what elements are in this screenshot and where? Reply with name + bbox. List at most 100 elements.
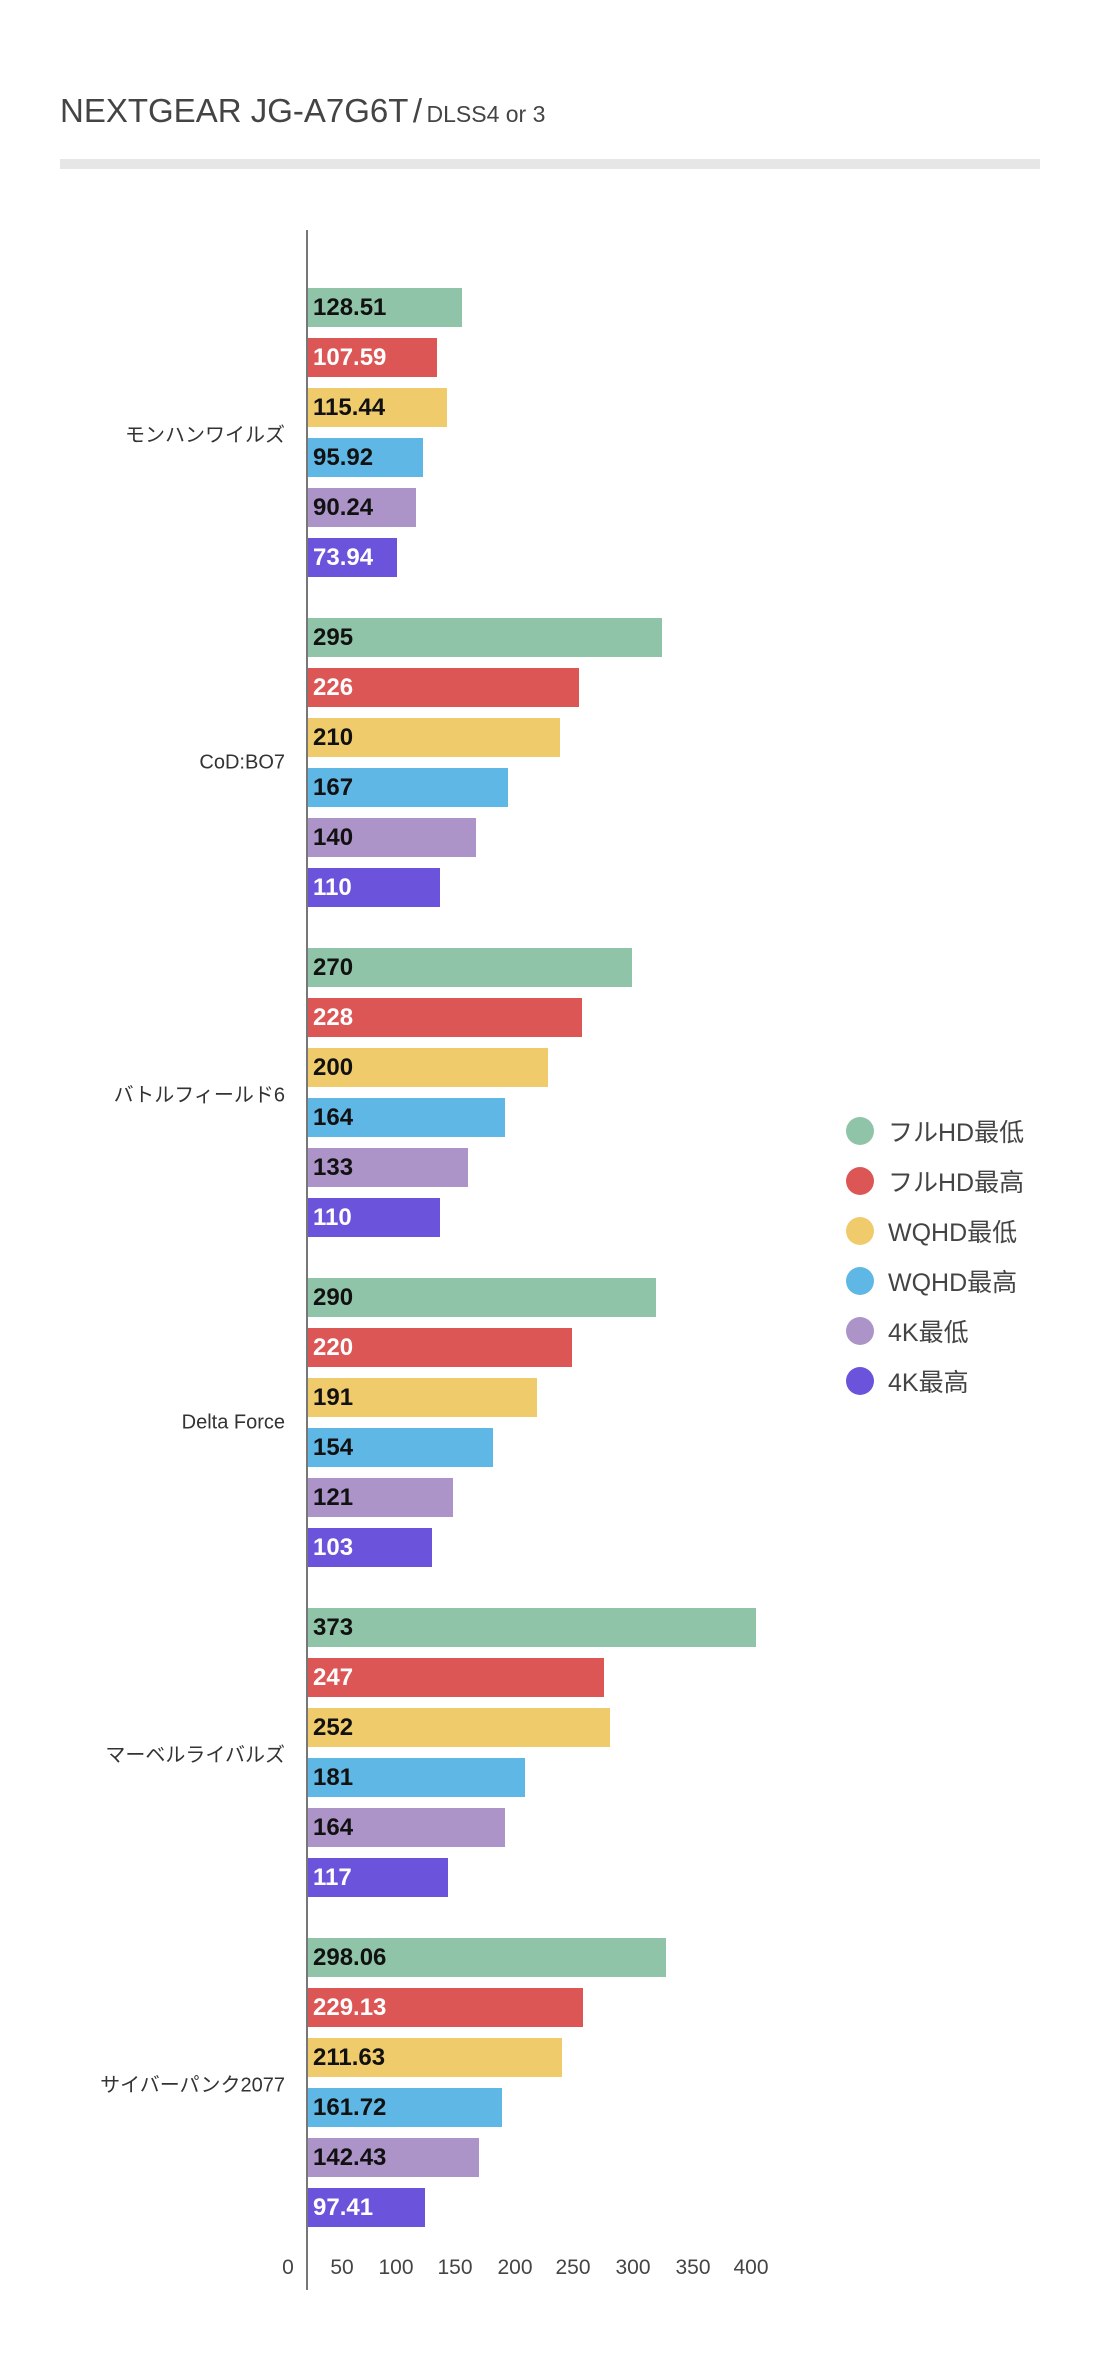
x-tick-label: 100	[378, 2256, 414, 2279]
bar: 97.41	[308, 2188, 425, 2227]
bar: 191	[308, 1378, 538, 1417]
legend-label: 4K最高	[888, 1369, 969, 1397]
bar: 181	[308, 1758, 526, 1797]
data-label: 164	[313, 1103, 354, 1131]
bar: 140	[308, 818, 476, 857]
data-label: 298.06	[313, 1943, 387, 1971]
bar: 164	[308, 1098, 505, 1137]
bar: 128.51	[308, 288, 463, 327]
data-label: 121	[313, 1483, 354, 1511]
data-label: 97.41	[313, 2193, 374, 2221]
category-label: モンハンワイルズ	[125, 424, 285, 446]
legend-marker-icon	[846, 1117, 874, 1145]
x-tick-label: 350	[675, 2256, 711, 2279]
x-tick-label: 200	[497, 2256, 533, 2279]
legend-label: フルHD最高	[888, 1169, 1025, 1197]
data-label: 229.13	[313, 1993, 387, 2021]
data-label: 211.63	[313, 2043, 386, 2071]
data-label: 220	[313, 1333, 354, 1361]
x-tick-label: 150	[437, 2256, 473, 2279]
data-label: 167	[313, 773, 354, 801]
data-label: 115.44	[313, 393, 386, 421]
category-label: Delta Force	[181, 1411, 285, 1433]
x-tick-label: 250	[555, 2256, 591, 2279]
category-label: マーベルライバルズ	[105, 1744, 285, 1766]
data-label: 295	[313, 623, 354, 651]
legend-marker-icon	[846, 1267, 874, 1295]
bar: 73.94	[308, 538, 397, 577]
legend-item: 4K最高	[846, 1366, 969, 1397]
data-label: 228	[313, 1003, 354, 1031]
bar: 121	[308, 1478, 454, 1517]
data-label: 210	[313, 723, 354, 751]
category-label: CoD:BO7	[199, 751, 285, 773]
bar: 210	[308, 718, 560, 757]
legend-item: WQHD最低	[846, 1216, 1018, 1247]
legend-item: 4K最低	[846, 1316, 969, 1347]
title-divider	[60, 159, 1040, 169]
data-label: 252	[313, 1713, 354, 1741]
bar: 270	[308, 948, 632, 987]
legend-item: WQHD最高	[846, 1266, 1017, 1297]
bar: 110	[308, 1198, 440, 1237]
bar: 229.13	[308, 1988, 583, 2027]
data-label: 90.24	[313, 493, 374, 521]
data-label: 191	[313, 1383, 354, 1411]
x-tick-label: 50	[330, 2256, 354, 2279]
data-label: 181	[313, 1763, 354, 1791]
legend-item: フルHD最高	[846, 1166, 1025, 1197]
bar: 228	[308, 998, 582, 1037]
y-axis-line	[306, 230, 308, 2290]
bar: 117	[308, 1858, 449, 1897]
data-label: 142.43	[313, 2143, 387, 2171]
title-subtitle: DLSS4 or 3	[426, 101, 546, 127]
bar: 161.72	[308, 2088, 503, 2127]
category-label: サイバーパンク2077	[100, 2074, 285, 2096]
x-tick-label: 400	[733, 2256, 769, 2279]
bar: 220	[308, 1328, 572, 1367]
legend-label: 4K最低	[888, 1319, 969, 1347]
bar: 290	[308, 1278, 656, 1317]
bar: 90.24	[308, 488, 417, 527]
legend-marker-icon	[846, 1317, 874, 1345]
legend-marker-icon	[846, 1217, 874, 1245]
x-tick-label: 300	[615, 2256, 651, 2279]
bar: 107.59	[308, 338, 438, 377]
data-label: 128.51	[313, 293, 387, 321]
data-label: 164	[313, 1813, 354, 1841]
bar: 142.43	[308, 2138, 479, 2177]
data-label: 200	[313, 1053, 354, 1081]
bar: 110	[308, 868, 440, 907]
bar: 247	[308, 1658, 605, 1697]
data-label: 133	[313, 1153, 354, 1181]
bar: 115.44	[308, 388, 447, 427]
legend-label: フルHD最低	[888, 1119, 1025, 1147]
data-label: 73.94	[313, 543, 374, 571]
data-label: 226	[313, 673, 354, 701]
data-label: 161.72	[313, 2093, 387, 2121]
title-separator: /	[412, 92, 423, 129]
title-main: NEXTGEAR JG-A7G6T	[60, 92, 409, 129]
data-label: 373	[313, 1613, 354, 1641]
legend-marker-icon	[846, 1367, 874, 1395]
x-tick-label: 0	[282, 2256, 294, 2279]
bar: 167	[308, 768, 509, 807]
data-label: 103	[313, 1533, 354, 1561]
data-label: 247	[313, 1663, 354, 1691]
bar: 200	[308, 1048, 548, 1087]
bar: 154	[308, 1428, 493, 1467]
data-label: 270	[313, 953, 354, 981]
data-label: 110	[313, 1203, 352, 1231]
bar: 211.63	[308, 2038, 562, 2077]
bar: 95.92	[308, 438, 424, 477]
bar: 373	[308, 1608, 756, 1647]
data-label: 117	[313, 1863, 352, 1891]
legend-label: WQHD最低	[888, 1219, 1018, 1247]
category-label: バトルフィールド6	[113, 1084, 285, 1106]
bar: 164	[308, 1808, 505, 1847]
data-label: 95.92	[313, 443, 374, 471]
bar: 133	[308, 1148, 468, 1187]
chart-title: NEXTGEAR JG-A7G6T / DLSS4 or 3	[60, 92, 545, 130]
bar: 252	[308, 1708, 611, 1747]
data-label: 110	[313, 873, 352, 901]
